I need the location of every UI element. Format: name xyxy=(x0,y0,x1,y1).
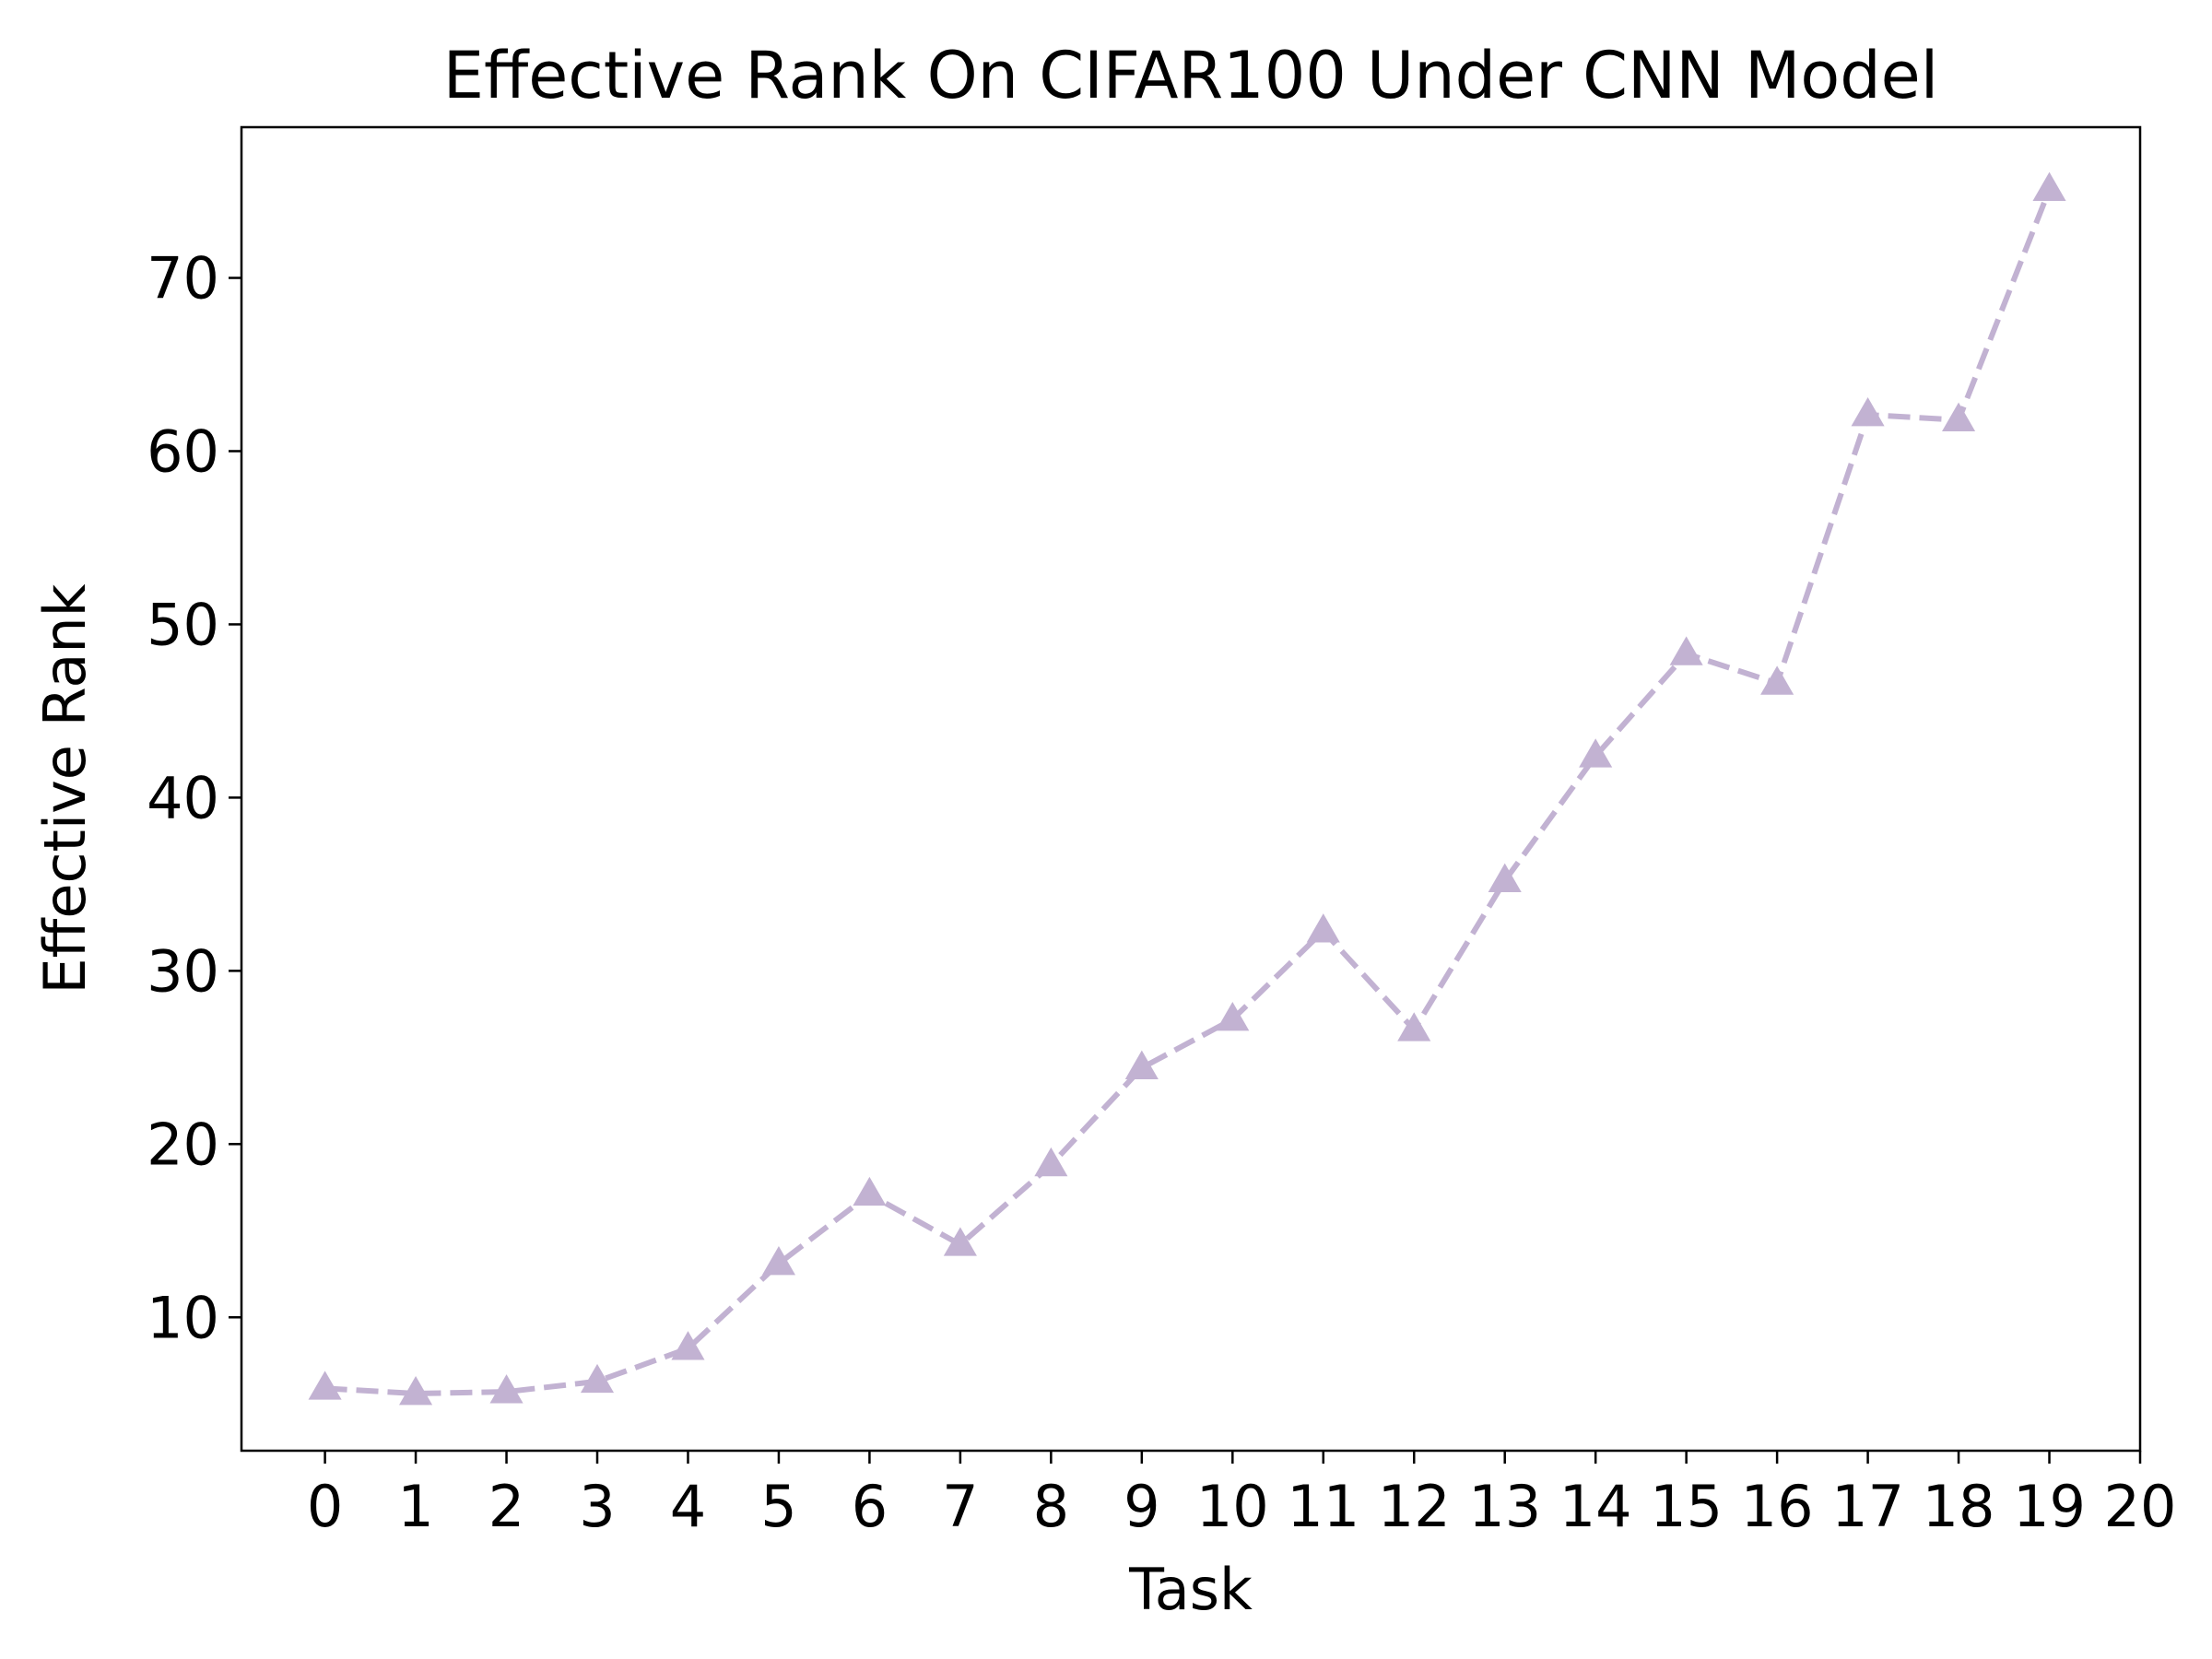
series-layer xyxy=(308,171,2066,1406)
y-tick-label: 10 xyxy=(147,1284,219,1351)
y-tick-label: 70 xyxy=(147,245,219,312)
chart-title: Effective Rank On CIFAR100 Under CNN Mod… xyxy=(443,38,1938,113)
y-tick-label: 20 xyxy=(147,1111,219,1178)
plot-area xyxy=(240,125,2142,1453)
x-tick-label: 3 xyxy=(579,1473,615,1540)
data-point xyxy=(943,1227,977,1256)
y-tick-label: 40 xyxy=(147,764,219,831)
data-point xyxy=(1397,1012,1431,1041)
x-tick-label: 11 xyxy=(1287,1473,1359,1540)
y-tick-label: 50 xyxy=(147,591,219,658)
y-axis-label: Effective Rank xyxy=(31,583,99,994)
data-point xyxy=(1306,913,1340,943)
x-tick-label: 2 xyxy=(488,1473,524,1540)
series-line xyxy=(324,188,2053,1396)
data-point xyxy=(853,1176,887,1206)
x-tick-label: 10 xyxy=(1196,1473,1269,1540)
data-point xyxy=(671,1331,705,1360)
x-tick-label: 1 xyxy=(397,1473,433,1540)
x-axis-label: Task xyxy=(1128,1556,1253,1623)
x-tick-label: 6 xyxy=(852,1473,888,1540)
data-point xyxy=(1124,1050,1159,1079)
x-axis: 0 1 2 3 4 5 6 7 8 9 10 11 12 13 14 15 16 17 18 19 20 xyxy=(307,1451,2177,1540)
x-tick-label: 13 xyxy=(1468,1473,1541,1540)
x-tick-label: 18 xyxy=(1923,1473,1995,1540)
x-tick-label: 0 xyxy=(307,1473,343,1540)
data-point xyxy=(399,1375,433,1406)
data-point xyxy=(1579,738,1613,768)
data-point xyxy=(1669,636,1703,665)
data-point xyxy=(1760,665,1794,695)
data-point xyxy=(1851,397,1885,427)
x-tick-label: 9 xyxy=(1124,1473,1159,1540)
data-point xyxy=(2032,171,2066,202)
data-point xyxy=(489,1374,524,1404)
y-axis: 10 20 30 40 50 60 70 xyxy=(147,245,241,1351)
x-tick-label: 14 xyxy=(1559,1473,1632,1540)
data-point xyxy=(1942,402,1976,431)
y-tick-label: 30 xyxy=(147,937,219,1005)
x-tick-label: 12 xyxy=(1378,1473,1451,1540)
x-tick-label: 5 xyxy=(760,1473,796,1540)
data-point xyxy=(1488,863,1522,892)
x-tick-label: 8 xyxy=(1033,1473,1069,1540)
y-tick-label: 60 xyxy=(147,418,219,485)
data-point xyxy=(1216,1001,1250,1031)
x-tick-label: 19 xyxy=(2013,1473,2086,1540)
data-point xyxy=(761,1246,795,1276)
x-tick-label: 17 xyxy=(1831,1473,1904,1540)
x-tick-label: 20 xyxy=(2104,1473,2177,1540)
x-tick-label: 4 xyxy=(670,1473,706,1540)
x-tick-label: 15 xyxy=(1650,1473,1723,1540)
data-point xyxy=(308,1371,342,1400)
x-tick-label: 7 xyxy=(942,1473,978,1540)
x-tick-label: 16 xyxy=(1741,1473,1814,1540)
data-point xyxy=(1034,1147,1068,1177)
data-point xyxy=(580,1363,615,1394)
